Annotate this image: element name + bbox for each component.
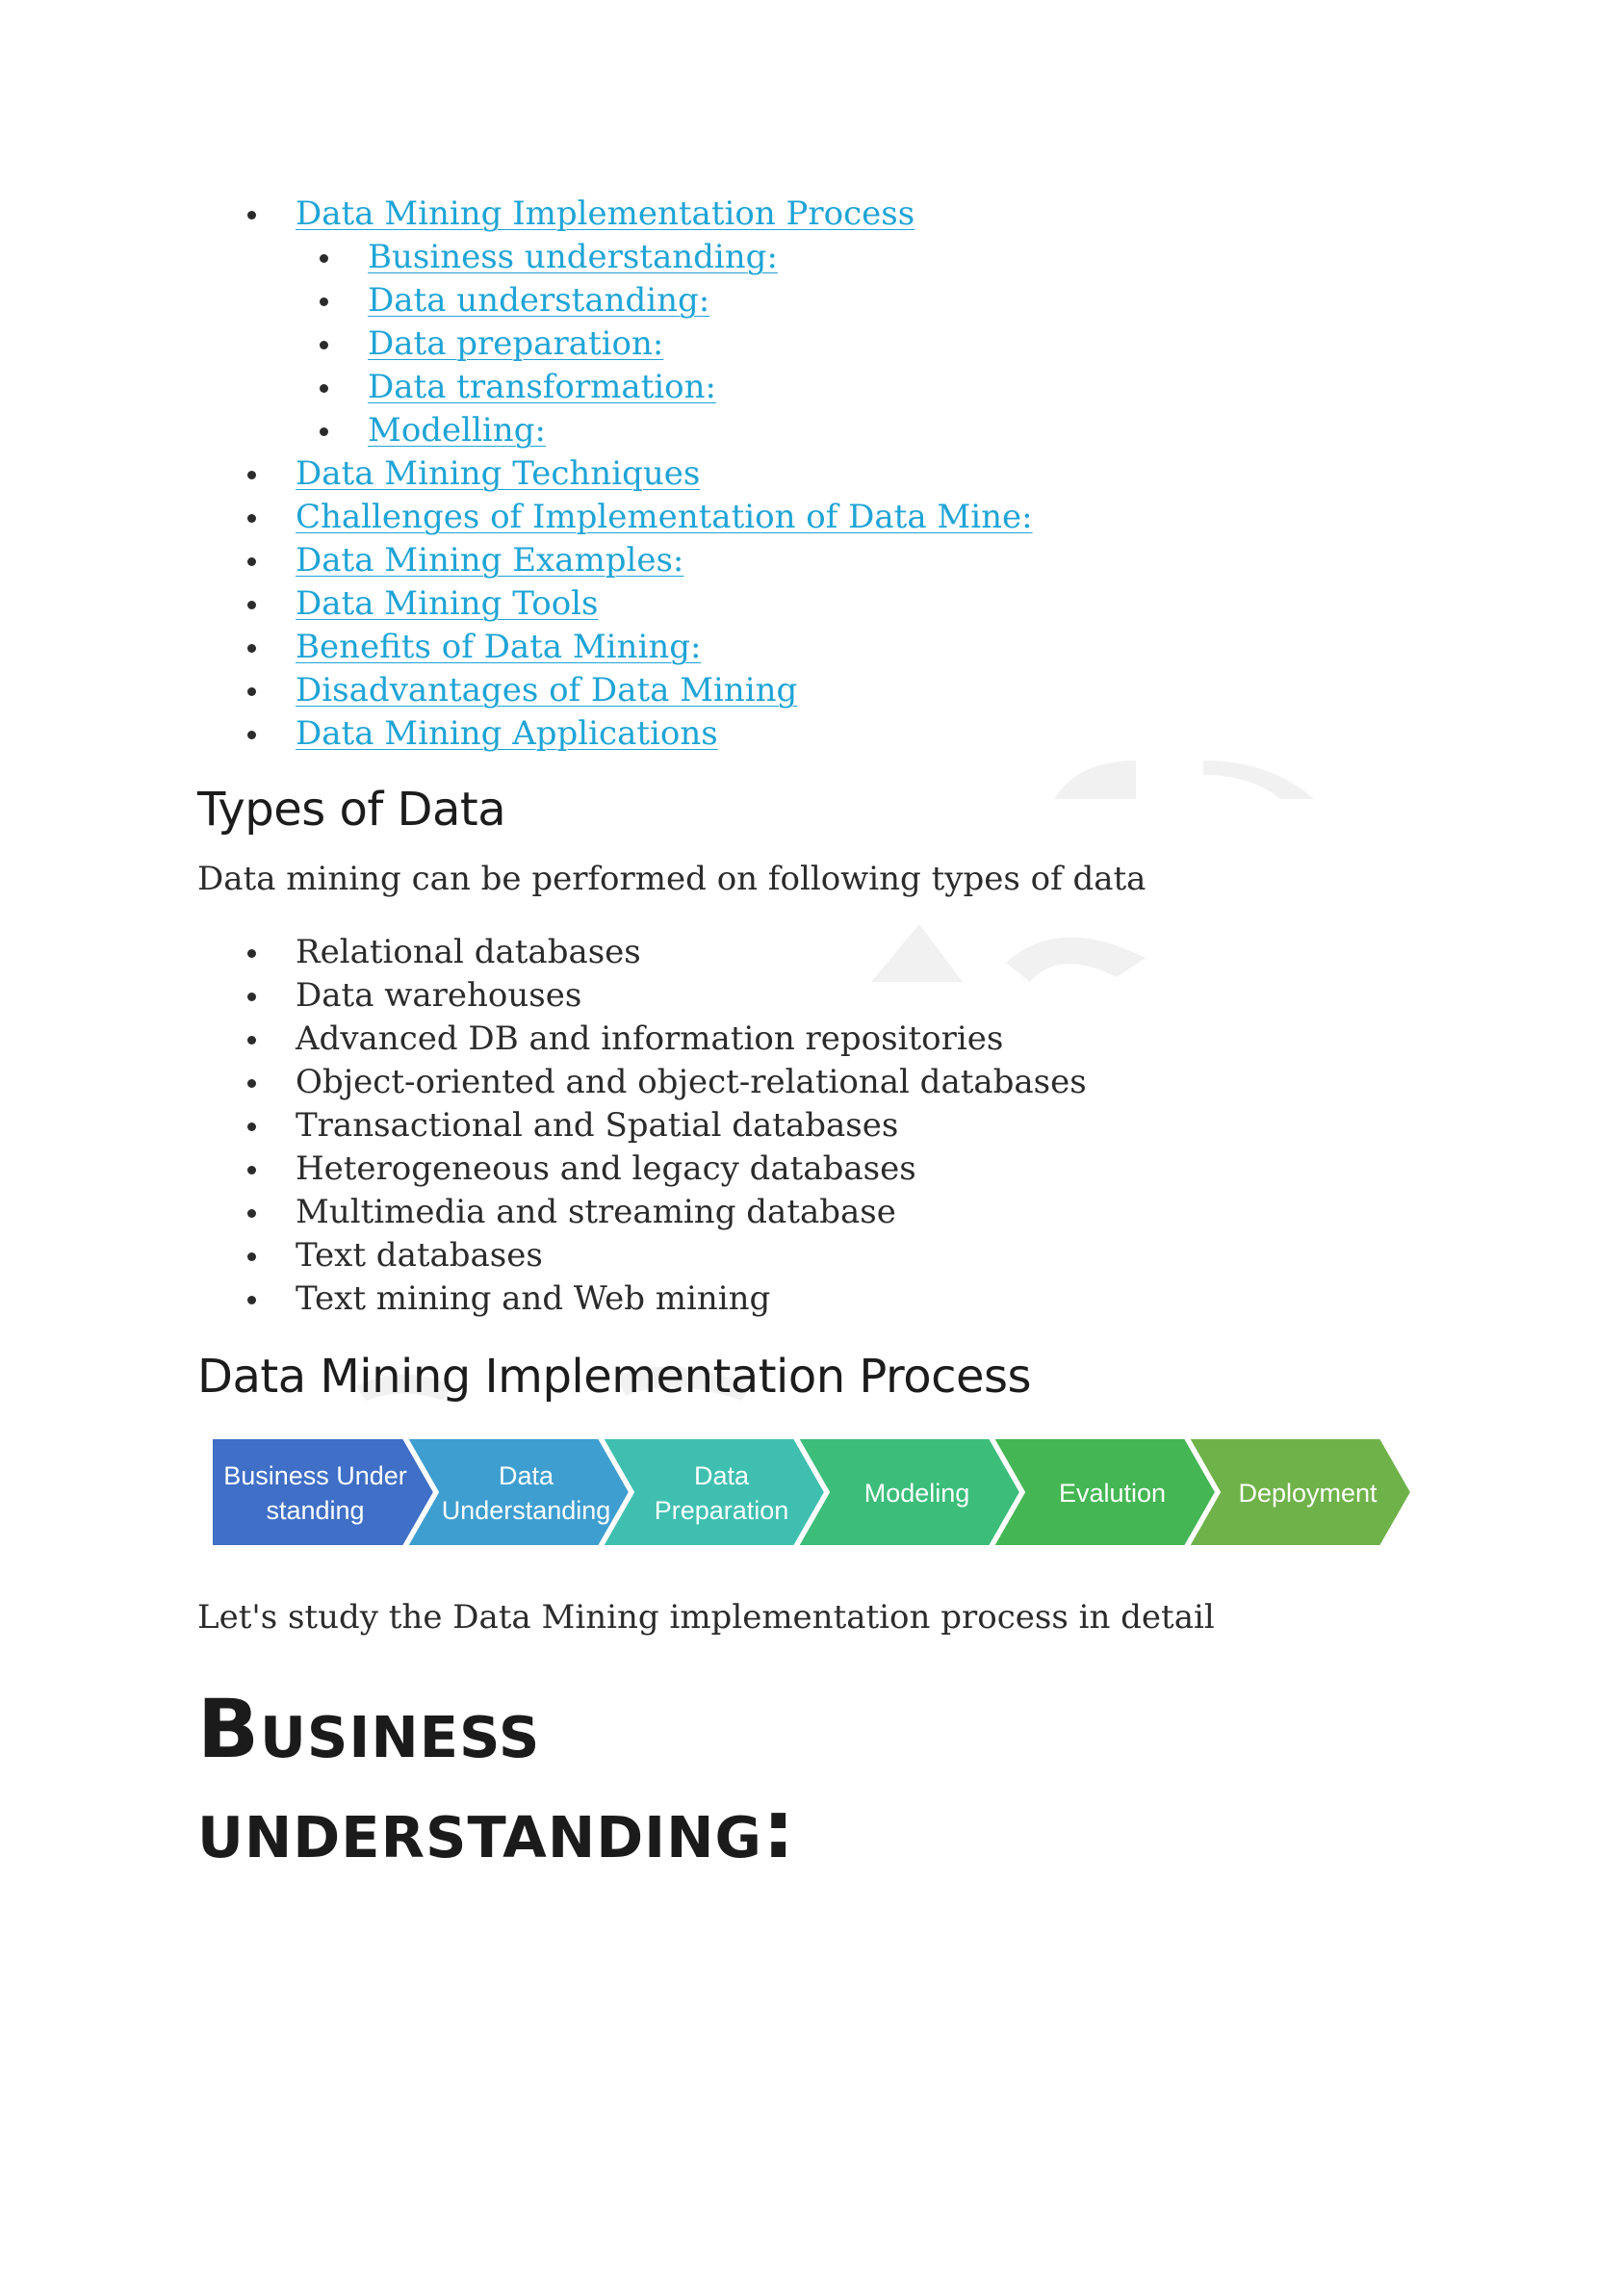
toc-link[interactable]: Data Mining Applications — [296, 714, 718, 753]
list-item: Text databases — [197, 1234, 1449, 1277]
toc-subitem[interactable]: Business understanding: — [197, 236, 1449, 279]
toc-link[interactable]: Benefits of Data Mining: — [296, 628, 702, 666]
toc-link[interactable]: Data Mining Techniques — [296, 454, 701, 493]
list-item: Data warehouses — [197, 974, 1449, 1018]
toc-item[interactable]: Disadvantages of Data Mining — [197, 669, 1449, 712]
toc-subitem[interactable]: Data transformation: — [197, 366, 1449, 409]
toc-item[interactable]: Benefits of Data Mining: — [197, 626, 1449, 669]
toc-link[interactable]: Data Mining Tools — [296, 584, 599, 623]
types-heading: Types of Data — [197, 783, 506, 837]
toc-link[interactable]: Data transformation: — [368, 368, 716, 406]
process-step-chevron — [405, 1438, 631, 1547]
toc-item[interactable]: Data Mining Techniques — [197, 452, 1449, 496]
list-item: Heterogeneous and legacy databases — [197, 1148, 1449, 1191]
process-step-label: standing — [266, 1496, 364, 1525]
process-caption: Let's study the Data Mining implementati… — [197, 1598, 1215, 1637]
types-list: Relational databases Data warehouses Adv… — [197, 931, 1449, 1321]
business-title-line2: understanding: — [197, 1782, 796, 1876]
toc-link[interactable]: Modelling: — [368, 411, 546, 450]
process-step-label: Data — [694, 1461, 750, 1490]
toc-item[interactable]: Data Mining Applications — [197, 712, 1449, 756]
toc-link[interactable]: Data preparation: — [368, 324, 664, 363]
business-title: Business understanding: — [197, 1679, 1449, 1879]
process-step-chevron — [601, 1438, 827, 1547]
process-step-chevron — [1187, 1438, 1413, 1547]
toc-item[interactable]: Data Mining Tools — [197, 582, 1449, 626]
process-step-label: Deployment — [1238, 1479, 1378, 1508]
toc-subitem[interactable]: Modelling: — [197, 409, 1449, 452]
process-step-label: Evalution — [1059, 1479, 1166, 1508]
table-of-contents: Data Mining Implementation Process Busin… — [197, 193, 1449, 756]
toc-link[interactable]: Disadvantages of Data Mining — [296, 671, 798, 709]
toc-item[interactable]: Data Mining Implementation Process — [197, 193, 1449, 236]
process-step-label: Business Under — [223, 1461, 407, 1490]
toc-subitem[interactable]: Data understanding: — [197, 279, 1449, 322]
list-item: Transactional and Spatial databases — [197, 1104, 1449, 1148]
toc-item[interactable]: Data Mining Examples: — [197, 539, 1449, 582]
business-title-line1: Business — [197, 1682, 541, 1776]
list-item: Advanced DB and information repositories — [197, 1018, 1449, 1061]
process-heading: Data Mining Implementation Process — [197, 1350, 1032, 1404]
toc-link[interactable]: Data Mining Implementation Process — [296, 194, 915, 233]
toc-link[interactable]: Business understanding: — [368, 238, 778, 276]
process-step-label: Preparation — [655, 1496, 789, 1525]
toc-link[interactable]: Data Mining Examples: — [296, 541, 684, 580]
list-item: Text mining and Web mining — [197, 1277, 1449, 1321]
process-step-label: Modeling — [864, 1479, 970, 1508]
process-step-label: Data — [499, 1461, 554, 1490]
process-step-chevron — [212, 1438, 436, 1547]
toc-link[interactable]: Data understanding: — [368, 281, 710, 320]
list-item: Object-oriented and object-relational da… — [197, 1061, 1449, 1104]
process-step-label: Understanding — [442, 1496, 611, 1525]
list-item: Multimedia and streaming database — [197, 1191, 1449, 1234]
list-item: Relational databases — [197, 931, 1449, 974]
page-content: Data Mining Implementation Process Busin… — [197, 193, 1449, 1879]
process-step-chevron — [992, 1438, 1218, 1547]
process-step-chevron — [796, 1438, 1022, 1547]
toc-link[interactable]: Challenges of Implementation of Data Min… — [296, 498, 1033, 536]
toc-item[interactable]: Challenges of Implementation of Data Min… — [197, 496, 1449, 539]
types-intro: Data mining can be performed on followin… — [197, 860, 1146, 898]
process-diagram: Business Under standing Data Understanding D… — [212, 1438, 1413, 1547]
toc-subitem[interactable]: Data preparation: — [197, 322, 1449, 366]
